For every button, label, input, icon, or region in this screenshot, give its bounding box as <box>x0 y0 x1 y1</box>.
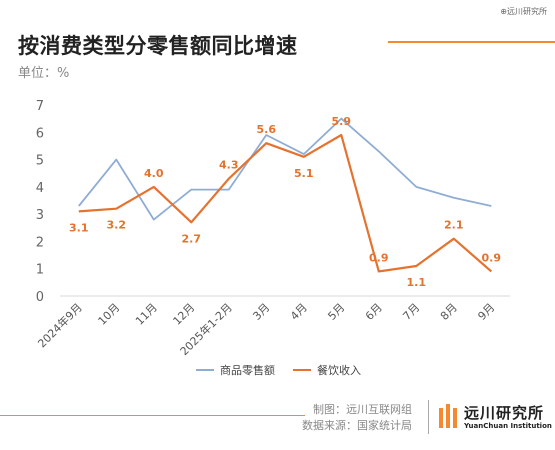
maker-credit: 制图：远川互联网组 <box>313 403 412 416</box>
x-tick-label: 6月 <box>363 301 385 323</box>
chart-title: 按消费类型分零售额同比增速 <box>18 34 298 58</box>
series-line-catering <box>78 133 493 273</box>
y-tick-label: 5 <box>36 154 44 169</box>
data-label: 4.0 <box>144 167 164 180</box>
unit-label: 单位：% <box>18 66 70 81</box>
data-label: 3.2 <box>107 219 127 232</box>
legend-label: 餐饮收入 <box>317 363 361 377</box>
y-tick-label: 7 <box>36 99 44 114</box>
legend: 商品零售额 餐饮收入 <box>196 363 361 377</box>
title-divider <box>388 41 555 43</box>
footer-divider <box>0 415 305 416</box>
source-credit: 数据来源：国家统计局 <box>302 419 412 432</box>
legend-label: 商品零售额 <box>220 363 275 377</box>
x-tick-label: 11月 <box>133 301 160 328</box>
y-tick-label: 1 <box>36 263 44 278</box>
data-label: 1.1 <box>407 276 427 289</box>
watermark-text: ⊕远川研究所 <box>500 7 547 16</box>
footer-separator <box>428 400 429 434</box>
data-label: 3.1 <box>69 221 89 234</box>
logo-icon <box>439 404 457 428</box>
footer-credits: 制图：远川互联网组 数据来源：国家统计局 <box>302 402 412 434</box>
data-label: 5.9 <box>332 115 352 128</box>
data-label: 4.3 <box>219 159 239 172</box>
y-tick-label: 0 <box>36 290 44 305</box>
series-group <box>78 117 493 273</box>
x-tick-label: 4月 <box>288 301 310 323</box>
logo-name: 远川研究所 <box>464 404 545 422</box>
data-label: 5.1 <box>294 167 314 180</box>
x-tick-label: 8月 <box>438 301 460 323</box>
logo-english-name: YuanChuan Institution <box>464 422 552 430</box>
data-label: 5.6 <box>257 123 277 136</box>
x-tick-label: 12月 <box>171 301 198 328</box>
y-tick-label: 4 <box>36 181 44 196</box>
x-tick-label: 10月 <box>96 301 123 328</box>
data-label: 2.7 <box>182 232 202 245</box>
x-tick-label: 3月 <box>250 301 272 323</box>
x-tick-label: 2024年9月 <box>35 300 85 350</box>
x-tick-label: 9月 <box>475 301 497 323</box>
data-labels: 3.1 3.2 4.0 2.7 4.3 5.6 5.1 5.9 0.9 1.1 2.1 0.9 <box>69 115 501 289</box>
y-tick-label: 6 <box>36 126 44 141</box>
x-tick-label: 7月 <box>400 301 422 323</box>
y-tick-label: 3 <box>36 208 44 223</box>
y-axis-ticks: 0 1 2 3 4 5 6 7 <box>36 99 44 305</box>
x-tick-label: 5月 <box>325 301 347 323</box>
data-label: 0.9 <box>369 251 389 264</box>
series-line-retail <box>78 117 492 221</box>
data-label: 0.9 <box>482 251 502 264</box>
data-label: 2.1 <box>444 219 464 232</box>
y-tick-label: 2 <box>36 235 44 250</box>
